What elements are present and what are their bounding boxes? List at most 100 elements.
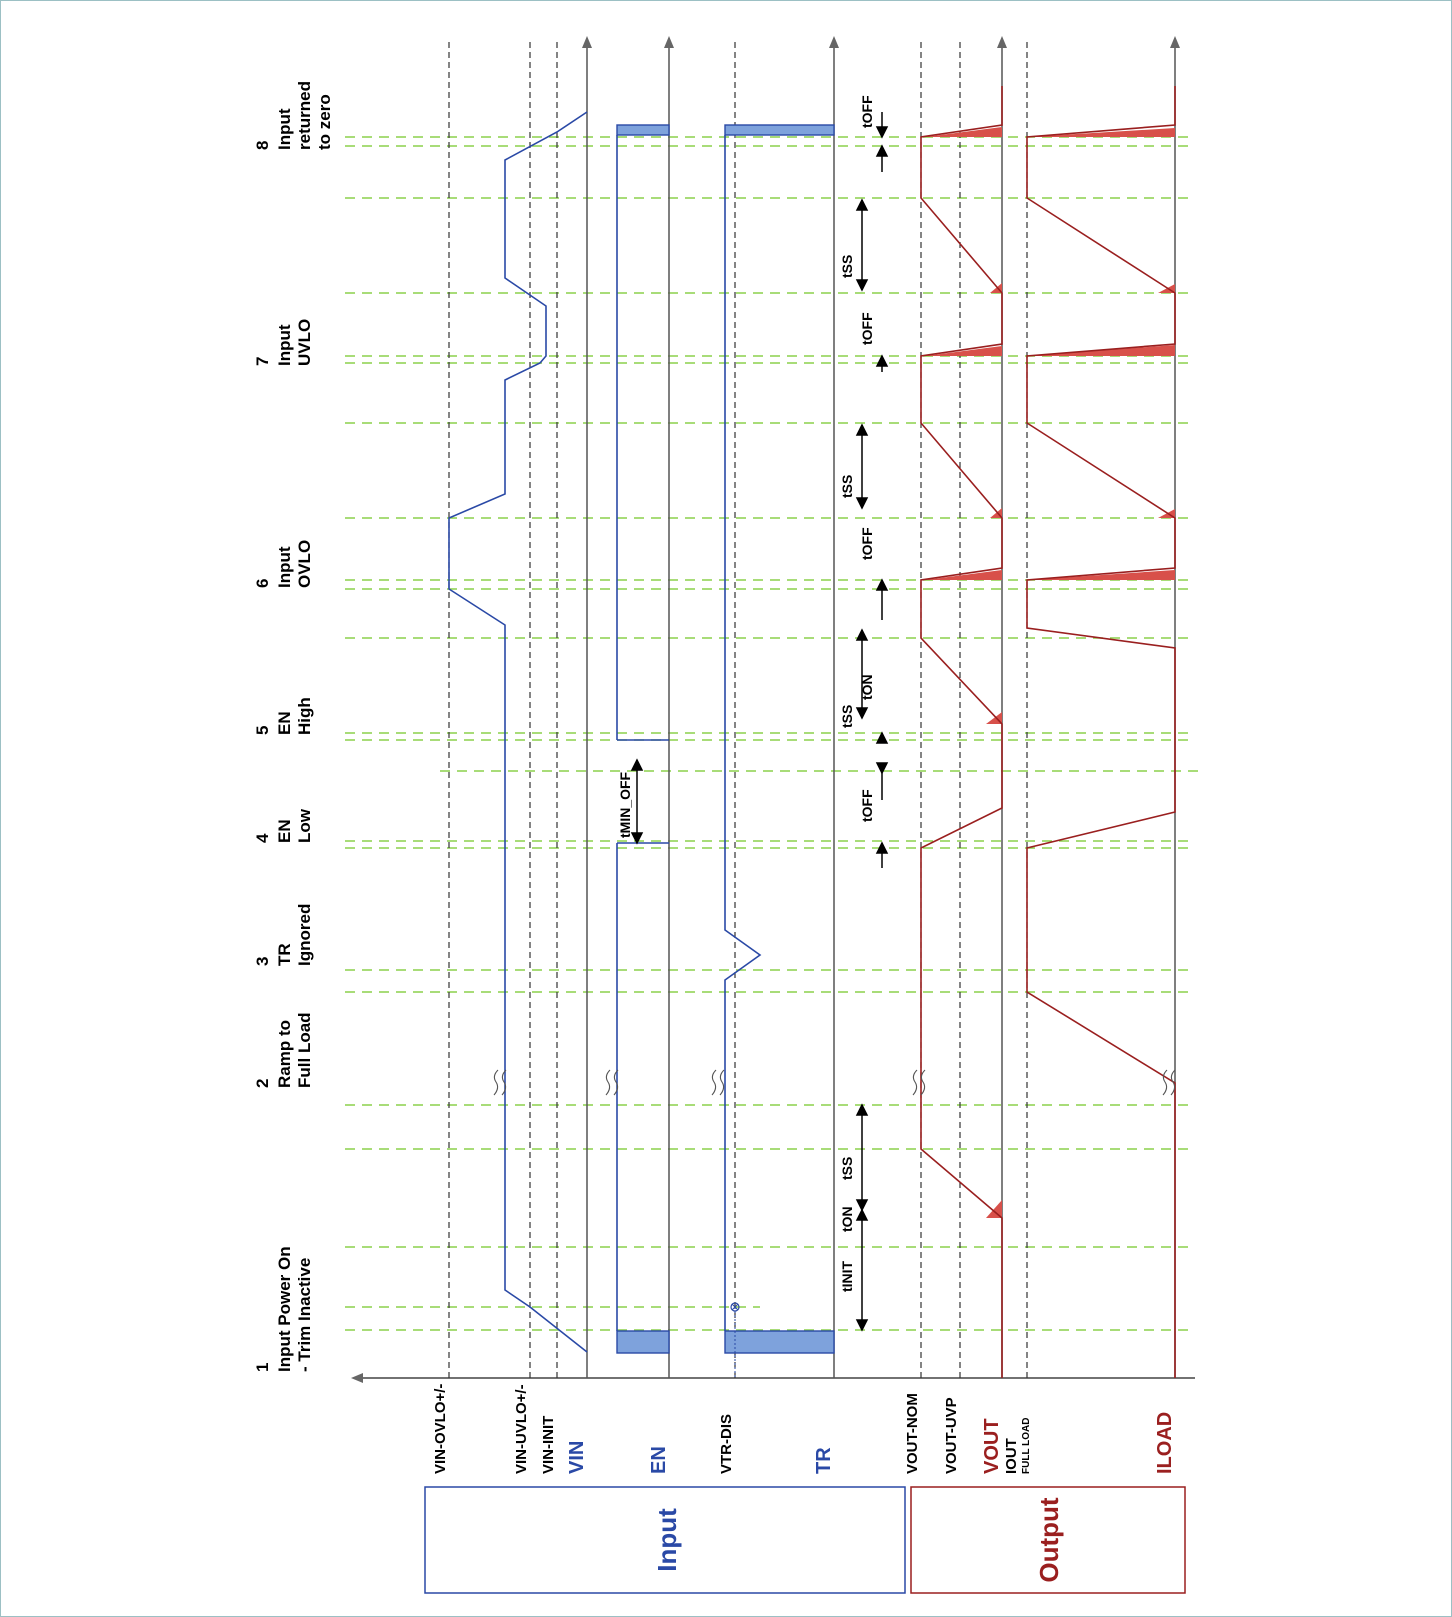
- event-label-line2: UVLO: [295, 319, 314, 366]
- vout-label: VOUT: [981, 1418, 1003, 1474]
- t-off-label: tOFF: [859, 789, 875, 822]
- iload-label: ILOAD: [1154, 1412, 1176, 1474]
- t-ss-label: tSS: [839, 1157, 855, 1180]
- arrowhead: [630, 832, 644, 845]
- event-label-line1: EN: [275, 711, 294, 735]
- event-number: 8: [253, 141, 272, 150]
- event-number: 6: [253, 579, 272, 588]
- signal-axes: [586, 46, 1176, 1378]
- vout-uvp-label: VOUT-UVP: [943, 1397, 960, 1474]
- vin-uvlo-label: VIN-UVLO+/-: [513, 1384, 530, 1474]
- event-7: 7 Input UVLO: [253, 319, 314, 366]
- event-4: 4 EN Low: [253, 808, 314, 843]
- tr-dis-marker-cross: [731, 1303, 739, 1311]
- break-mark: [912, 1069, 926, 1096]
- t-min-off-label: tMIN_OFF: [617, 771, 633, 838]
- t-off-label: tOFF: [859, 95, 875, 128]
- output-section-box: [910, 1486, 1186, 1594]
- arrowhead: [875, 841, 889, 854]
- event-labels: 1 Input Power On - Trim Inactive 2 Ramp …: [253, 81, 334, 1372]
- arrowhead: [875, 144, 889, 157]
- vin-ovlo-label: VIN-OVLO+/-: [432, 1384, 449, 1474]
- vout-tail: [925, 346, 1002, 356]
- threshold-lines: [448, 42, 1028, 1378]
- tr-label: TR: [813, 1447, 835, 1474]
- event-label-line1: EN: [275, 819, 294, 843]
- arrowhead: [855, 423, 869, 436]
- en-pulse: [616, 124, 670, 136]
- vin-arrow: [582, 36, 592, 48]
- arrowhead: [855, 198, 869, 211]
- t-init-label: tINIT: [839, 1260, 855, 1292]
- vout-arrow: [997, 36, 1007, 48]
- event-6: 6 Input OVLO: [253, 540, 314, 588]
- vout-tail: [925, 127, 1002, 137]
- tr-dis-marker: [730, 1302, 740, 1312]
- event-label-line1: Input: [275, 108, 294, 150]
- vin-waveform: [448, 111, 588, 1353]
- event-label-line2: returned: [295, 81, 314, 150]
- en-waveform: [616, 124, 670, 1354]
- arrowhead: [875, 354, 889, 367]
- tr-arrow: [829, 36, 839, 48]
- arrowhead: [855, 497, 869, 510]
- event-number: 2: [253, 1079, 272, 1088]
- event-8: 8 Input returned to zero: [253, 81, 334, 150]
- iout-full-load-label: IOUT: [1003, 1438, 1020, 1474]
- event-label-line1: TR: [275, 943, 294, 966]
- iload-trace: [1026, 86, 1176, 1378]
- event-label-line3: to zero: [315, 94, 334, 150]
- event-lines: [345, 136, 1202, 1331]
- time-axis-arrow: [351, 1373, 363, 1383]
- iout-full-load-sub-label: FULL LOAD: [1021, 1418, 1032, 1474]
- vout-nom-label: VOUT-NOM: [904, 1393, 921, 1474]
- arrowhead: [875, 731, 889, 744]
- t-off-label: tOFF: [859, 312, 875, 345]
- vout-waveform: [920, 86, 1003, 1378]
- event-number: 7: [253, 357, 272, 366]
- arrowhead: [855, 1208, 869, 1221]
- axis-arrows: [582, 36, 1180, 48]
- en-pulse: [616, 1330, 670, 1354]
- t-ss-label: tSS: [839, 705, 855, 728]
- tr-waveform: [724, 124, 835, 1378]
- t-ss-label: tSS: [839, 475, 855, 498]
- event-number: 1: [253, 1363, 272, 1372]
- en-arrow: [664, 36, 674, 48]
- arrowhead: [875, 126, 889, 139]
- event-2: 2 Ramp to Full Load: [253, 1012, 314, 1088]
- event-number: 5: [253, 726, 272, 735]
- t-on-label: tON: [839, 1206, 855, 1232]
- timing-labels: tINIT tON tSS tOFF tMIN_OFF tSS tON tOFF…: [617, 95, 875, 1292]
- event-5: 5 EN High: [253, 697, 314, 735]
- event-label-line2: High: [295, 697, 314, 735]
- vin-init-label: VIN-INIT: [540, 1416, 557, 1474]
- output-section-label: Output: [1034, 1497, 1064, 1583]
- event-label-line1: Ramp to: [275, 1020, 294, 1088]
- arrowhead: [855, 279, 869, 292]
- tr-pulse: [724, 124, 835, 136]
- t-ss-label: tSS: [839, 255, 855, 278]
- event-label-line2: Ignored: [295, 904, 314, 966]
- threshold-labels: VIN-OVLO+/- VIN-UVLO+/- VIN-INIT VTR-DIS…: [432, 1384, 1032, 1474]
- event-label-line2: Low: [295, 808, 314, 843]
- t-off-label: tOFF: [859, 527, 875, 560]
- break-marks: [493, 1069, 1176, 1096]
- tr-pulse: [724, 1330, 835, 1354]
- event-label-line2: - Trim Inactive: [295, 1258, 314, 1372]
- event-1: 1 Input Power On - Trim Inactive: [253, 1246, 314, 1372]
- break-mark: [711, 1069, 725, 1096]
- event-label-line1: Input: [275, 324, 294, 366]
- arrowhead: [855, 707, 869, 720]
- event-3: 3 TR Ignored: [253, 904, 314, 966]
- input-section-box: [424, 1486, 906, 1594]
- vout-tail: [986, 712, 1002, 724]
- arrowhead: [875, 578, 889, 591]
- timing-arrows: [630, 112, 889, 1332]
- signal-labels: VIN EN TR VOUT ILOAD: [566, 1412, 1176, 1474]
- arrowhead: [630, 758, 644, 771]
- arrowhead: [855, 1199, 869, 1212]
- iload-waveform: [1026, 86, 1176, 1378]
- vin-label: VIN: [566, 1441, 588, 1474]
